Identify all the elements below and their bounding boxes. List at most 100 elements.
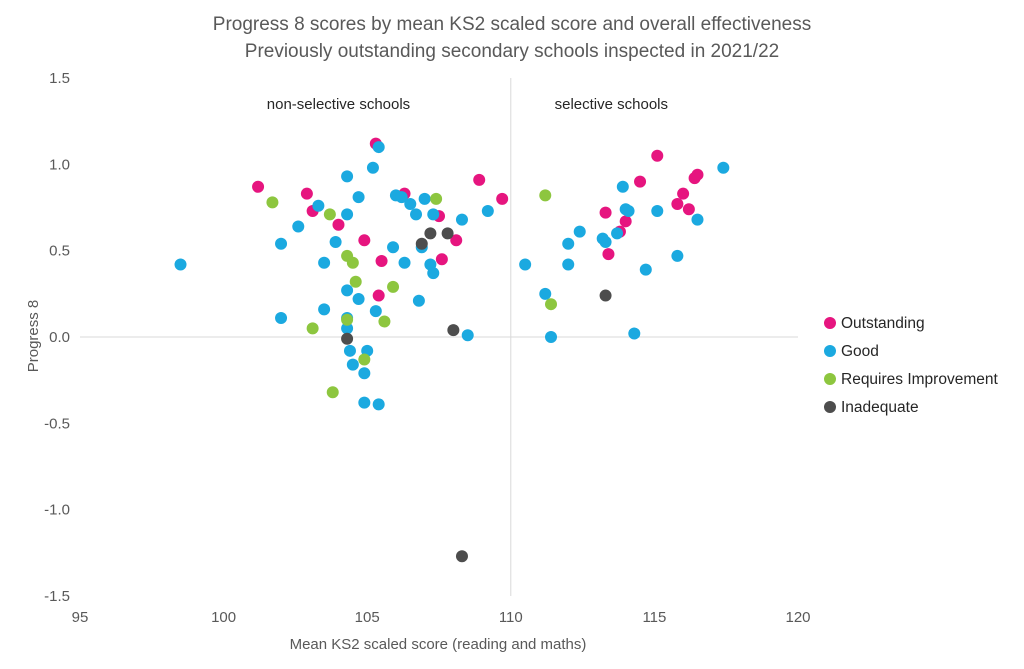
annotation-selective: selective schools bbox=[555, 96, 668, 113]
point-good bbox=[343, 344, 356, 357]
legend-marker-outstanding bbox=[824, 317, 836, 329]
point-good bbox=[455, 213, 468, 226]
point-good bbox=[481, 204, 494, 217]
chart-subtitle: Previously outstanding secondary schools… bbox=[245, 41, 779, 62]
point-good bbox=[545, 331, 558, 343]
point-good bbox=[519, 258, 532, 271]
legend-marker-requires-improvement bbox=[824, 373, 836, 385]
point-requires-improvement bbox=[326, 386, 339, 399]
point-inadequate bbox=[455, 550, 468, 563]
point-good bbox=[404, 198, 417, 211]
point-outstanding bbox=[473, 173, 486, 186]
legend-label-good: Good bbox=[841, 343, 879, 360]
point-good bbox=[691, 213, 704, 226]
legend: Outstanding Good Requires Improvement Inade… bbox=[824, 315, 998, 416]
point-good bbox=[427, 267, 440, 280]
point-requires-improvement bbox=[323, 208, 336, 221]
legend-item-requires-improvement: Requires Improvement bbox=[824, 371, 998, 388]
point-requires-improvement bbox=[346, 256, 359, 269]
point-good bbox=[341, 208, 354, 221]
point-good bbox=[418, 192, 431, 205]
x-axis-ticks: 95 100 105 110 115 120 bbox=[72, 609, 811, 626]
point-good bbox=[639, 263, 652, 276]
point-good bbox=[174, 258, 187, 271]
point-good bbox=[611, 227, 624, 240]
point-good bbox=[358, 396, 371, 409]
point-good bbox=[398, 256, 411, 269]
y-tick-label: 1.5 bbox=[49, 70, 70, 87]
point-outstanding bbox=[634, 175, 647, 188]
legend-label-outstanding: Outstanding bbox=[841, 315, 925, 332]
point-outstanding bbox=[496, 192, 509, 205]
point-good bbox=[539, 287, 552, 300]
point-good bbox=[573, 225, 586, 238]
point-inadequate bbox=[424, 227, 437, 240]
point-good bbox=[717, 161, 730, 174]
point-outstanding bbox=[358, 234, 371, 247]
data-points bbox=[174, 137, 730, 563]
legend-marker-good bbox=[824, 345, 836, 357]
point-good bbox=[346, 358, 359, 371]
point-good bbox=[341, 170, 354, 183]
point-good bbox=[275, 312, 288, 325]
point-outstanding bbox=[450, 234, 463, 247]
point-good bbox=[275, 237, 288, 250]
point-outstanding bbox=[332, 218, 345, 231]
y-axis-ticks: -1.5 -1.0 -0.5 0.0 0.5 1.0 1.5 bbox=[44, 70, 70, 605]
legend-item-good: Good bbox=[824, 343, 879, 360]
point-good bbox=[628, 327, 641, 340]
point-good bbox=[671, 249, 684, 262]
point-good bbox=[318, 256, 331, 269]
point-inadequate bbox=[441, 227, 454, 240]
point-requires-improvement bbox=[358, 353, 371, 366]
point-outstanding bbox=[682, 203, 695, 216]
point-outstanding bbox=[435, 253, 448, 266]
point-good bbox=[562, 258, 575, 271]
point-good bbox=[427, 208, 440, 221]
point-requires-improvement bbox=[539, 189, 552, 202]
point-requires-improvement bbox=[349, 275, 362, 288]
point-outstanding bbox=[300, 187, 313, 200]
point-good bbox=[329, 236, 342, 249]
point-good bbox=[395, 191, 408, 204]
point-outstanding bbox=[375, 255, 388, 268]
point-good bbox=[358, 367, 371, 380]
point-inadequate bbox=[341, 332, 354, 345]
legend-marker-inadequate bbox=[824, 401, 836, 413]
y-tick-label: 0.5 bbox=[49, 243, 70, 260]
y-tick-label: -0.5 bbox=[44, 415, 70, 432]
chart-title: Progress 8 scores by mean KS2 scaled sco… bbox=[213, 14, 811, 35]
point-requires-improvement bbox=[430, 192, 443, 205]
point-requires-improvement bbox=[266, 196, 279, 209]
x-tick-label: 120 bbox=[785, 609, 810, 626]
legend-item-inadequate: Inadequate bbox=[824, 399, 919, 416]
point-requires-improvement bbox=[306, 322, 319, 335]
point-good bbox=[352, 293, 365, 306]
point-outstanding bbox=[677, 187, 690, 200]
y-axis-label: Progress 8 bbox=[25, 300, 42, 373]
point-good bbox=[372, 398, 385, 411]
point-requires-improvement bbox=[341, 313, 354, 326]
point-outstanding bbox=[651, 149, 664, 162]
x-tick-label: 115 bbox=[642, 609, 666, 626]
point-outstanding bbox=[599, 206, 612, 219]
point-good bbox=[387, 241, 400, 254]
y-tick-label: -1.0 bbox=[44, 502, 70, 519]
point-good bbox=[412, 294, 425, 307]
y-tick-label: 0.0 bbox=[49, 329, 70, 346]
point-good bbox=[622, 204, 635, 217]
legend-item-outstanding: Outstanding bbox=[824, 315, 925, 332]
point-good bbox=[312, 199, 325, 212]
point-good bbox=[369, 305, 382, 318]
point-good bbox=[410, 208, 423, 221]
point-requires-improvement bbox=[378, 315, 391, 328]
point-outstanding bbox=[691, 168, 704, 181]
point-good bbox=[616, 180, 629, 193]
point-inadequate bbox=[447, 324, 460, 337]
point-outstanding bbox=[372, 289, 385, 302]
x-tick-label: 110 bbox=[499, 609, 523, 626]
point-outstanding bbox=[671, 198, 684, 211]
legend-label-requires-improvement: Requires Improvement bbox=[841, 371, 998, 388]
point-good bbox=[651, 204, 664, 217]
